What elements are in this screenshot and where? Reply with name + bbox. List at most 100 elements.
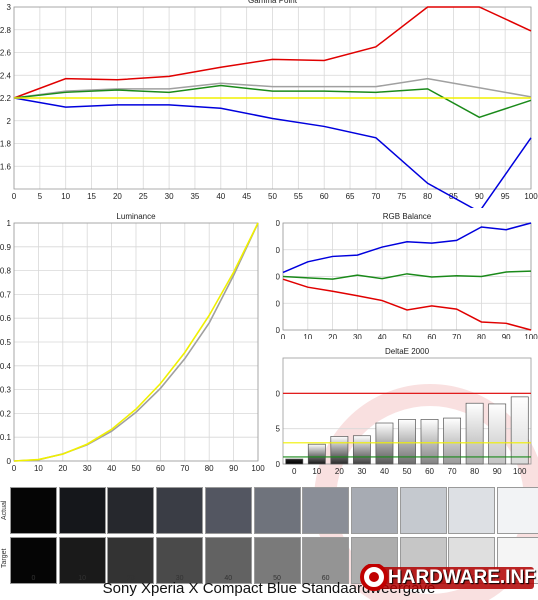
deltae-x-tick: 90 — [493, 467, 502, 476]
luminance-y-tick: 0.8 — [0, 267, 12, 276]
gamma-y-tick: 2 — [7, 117, 12, 126]
luminance-y-tick: 0.2 — [0, 409, 12, 418]
actual-swatch — [399, 487, 447, 534]
luminance-y-tick: 0.9 — [0, 243, 12, 252]
gamma-x-tick: 25 — [139, 192, 148, 201]
deltae-x-tick: 70 — [448, 467, 457, 476]
gamma-x-tick: 45 — [242, 192, 251, 201]
rgb-y-tick: 100 — [276, 273, 281, 282]
deltae-x-tick: 50 — [403, 467, 412, 476]
luminance-x-tick: 70 — [180, 464, 189, 473]
luminance-y-tick: 0.4 — [0, 362, 12, 371]
rgb-y-tick: 120 — [276, 219, 281, 228]
actual-swatch — [497, 487, 538, 534]
deltae-x-tick: 80 — [470, 467, 479, 476]
brand-logo: HARDWARE.INFO — [360, 564, 538, 591]
luminance-series-yellow-line — [13, 222, 259, 462]
swatch-label: 10 — [78, 575, 87, 582]
deltae-x-tick: 30 — [357, 467, 366, 476]
rgb-x-tick: 70 — [452, 333, 461, 339]
deltae-bar — [285, 458, 304, 465]
luminance-y-tick: 0.7 — [0, 290, 12, 299]
swatch-label: 50 — [273, 575, 281, 582]
rgb-x-tick: 100 — [524, 333, 538, 339]
deltae-x-tick: 10 — [312, 467, 321, 476]
luminance-x-tick: 20 — [58, 464, 67, 473]
rgb-x-tick: 10 — [303, 333, 312, 339]
actual-swatch — [107, 487, 155, 534]
luminance-x-tick: 50 — [132, 464, 141, 473]
luminance-y-tick: 0.1 — [0, 433, 12, 442]
deltae-bar — [307, 443, 326, 465]
gamma-x-tick: 55 — [294, 192, 303, 201]
luminance-y-tick: 1 — [7, 219, 12, 228]
deltae-bar — [510, 396, 529, 465]
rgb-x-tick: 30 — [353, 333, 362, 339]
gamma-x-tick: 100 — [524, 192, 538, 201]
deltae-bar — [398, 419, 416, 465]
target-swatch — [10, 537, 57, 584]
target-row-label: Target — [1, 548, 8, 568]
gamma-x-tick: 0 — [12, 192, 17, 201]
target-swatch — [302, 537, 350, 584]
actual-swatch — [58, 487, 106, 534]
gamma-x-tick: 95 — [501, 192, 510, 201]
swatch-label: 40 — [224, 575, 233, 582]
actual-swatch — [156, 487, 204, 534]
rgb-x-tick: 50 — [403, 333, 412, 339]
gamma-y-tick: 2.2 — [0, 94, 12, 103]
deltae-bar — [420, 419, 439, 465]
gamma-x-tick: 5 — [38, 192, 43, 201]
luminance-x-tick: 0 — [12, 464, 17, 473]
gamma-series-gray-line — [13, 77, 532, 99]
deltae-chart: DeltaE 200005100102030405060708090100 — [276, 347, 532, 476]
target-swatch — [156, 537, 204, 584]
deltae-bar — [488, 403, 507, 465]
luminance-x-tick: 80 — [205, 464, 214, 473]
luminance-chart: Luminance 0 10 20 30 40 50 60 70 80 90 100 0 0.1 0.2 0.… — [0, 212, 265, 473]
actual-swatch — [253, 487, 301, 534]
luminance-x-tick: 40 — [107, 464, 116, 473]
actual-swatch — [448, 487, 496, 534]
target-swatch — [58, 537, 106, 584]
deltae-x-tick: 60 — [425, 467, 434, 476]
luminance-x-tick: 60 — [156, 464, 165, 473]
gamma-x-tick: 65 — [346, 192, 355, 201]
deltae-x-tick: 40 — [380, 467, 389, 476]
deltae-x-tick: 0 — [292, 467, 297, 476]
actual-row-label: Actual — [1, 500, 8, 520]
swatch-label: 20 — [126, 575, 135, 582]
gamma-x-tick: 70 — [371, 192, 380, 201]
luminance-y-tick: 0.6 — [0, 314, 12, 323]
gamma-x-tick: 20 — [113, 192, 122, 201]
luminance-plot-frame — [13, 222, 259, 462]
rgb-x-tick: 40 — [378, 333, 387, 339]
actual-swatch — [350, 487, 398, 534]
deltae-y-tick: 5 — [276, 425, 281, 434]
gamma-x-tick: 35 — [190, 192, 199, 201]
deltae-y-tick: 0 — [276, 460, 281, 469]
deltae-bar — [330, 436, 349, 465]
rgb-y-tick: 80 — [276, 326, 281, 335]
gamma-title: Gamma Point — [248, 0, 298, 5]
target-swatch — [107, 537, 155, 584]
luminance-x-tick: 10 — [34, 464, 43, 473]
rgb-x-tick: 0 — [281, 333, 286, 339]
rgb-y-tick: 90 — [276, 299, 281, 308]
gamma-x-tick: 30 — [165, 192, 174, 201]
luminance-y-tick: 0.3 — [0, 386, 12, 395]
gamma-x-tick: 75 — [397, 192, 406, 201]
rgb-x-tick: 90 — [502, 333, 511, 339]
swatch-label: 60 — [321, 575, 330, 582]
gamma-x-tick: 50 — [268, 192, 277, 201]
gamma-point-chart: Gamma Point 0 5 10 15 20 25 30 35 40 45 50 55 60 65 70 7… — [0, 0, 538, 208]
actual-swatch — [302, 487, 350, 534]
logo-text: HARDWARE.INFO — [388, 567, 538, 588]
actual-swatch — [10, 487, 57, 534]
gamma-series-red-line — [13, 6, 532, 99]
gamma-x-tick: 10 — [61, 192, 70, 201]
deltae-x-tick: 100 — [513, 467, 527, 476]
deltae-x-tick: 20 — [335, 467, 344, 476]
luminance-x-tick: 100 — [251, 464, 265, 473]
luminance-y-tick: 0 — [7, 457, 12, 466]
